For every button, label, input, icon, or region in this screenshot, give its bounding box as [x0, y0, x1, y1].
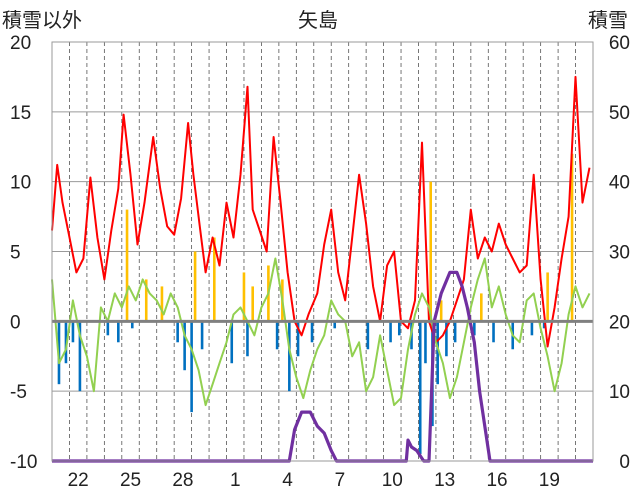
blue-bar: [106, 321, 110, 336]
x-tick-label: 16: [486, 470, 507, 491]
x-tick-label: 7: [335, 470, 346, 491]
right-axis-label: 積雪: [588, 8, 628, 32]
plot-border: [51, 41, 594, 462]
blue-bar: [389, 321, 392, 343]
orange-bar: [193, 251, 197, 322]
blue-bar: [296, 321, 300, 357]
orange-bar: [546, 272, 549, 322]
purple-series-line: [52, 270, 593, 463]
blue-bar: [78, 321, 82, 392]
blue-bar: [200, 321, 204, 350]
left-tick-label: 10: [10, 173, 31, 194]
orange-bar: [251, 286, 254, 322]
blue-bar: [542, 321, 546, 329]
x-tick-label: 1: [230, 470, 241, 491]
left-tick-label: 20: [10, 33, 31, 54]
blue-bar: [190, 321, 193, 413]
blue-bar: [492, 321, 495, 343]
chart-title: 矢島: [298, 8, 338, 32]
blue-bar: [183, 321, 186, 371]
blue-bar: [71, 321, 75, 343]
orange-bar: [480, 293, 483, 322]
right-tick-label: 50: [609, 103, 630, 124]
plot-frame: [51, 41, 594, 462]
blue-bar: [397, 321, 401, 336]
right-tick-label: 0: [619, 452, 630, 473]
blue-bar: [418, 321, 422, 455]
blue-bar: [176, 321, 179, 343]
left-tick-label: 15: [10, 103, 31, 124]
left-axis: 20 15 10 5 0 -5 -10: [10, 33, 37, 473]
blue-bar: [64, 321, 68, 364]
orange-bar: [570, 153, 574, 322]
blue-bar: [288, 321, 291, 392]
line-series: [51, 75, 593, 463]
right-tick-label: 60: [609, 33, 630, 54]
blue-bar: [445, 321, 448, 357]
blue-bar: [473, 321, 476, 336]
x-tick-label: 22: [68, 470, 89, 491]
orange-bar: [160, 286, 164, 322]
blue-bar: [366, 321, 370, 350]
orange-bar: [144, 279, 148, 322]
blue-bar: [453, 321, 457, 343]
blue-bar: [275, 321, 279, 350]
blue-bar: [333, 321, 337, 329]
right-tick-label: 40: [609, 173, 630, 194]
x-tick-label: 4: [282, 470, 293, 491]
blue-bar: [424, 321, 427, 364]
x-tick-label: 25: [120, 470, 141, 491]
x-tick-label: 10: [382, 470, 403, 491]
orange-bar: [242, 272, 246, 322]
green-series-line: [51, 257, 591, 407]
orange-bar: [429, 181, 432, 322]
blue-bar: [310, 321, 314, 343]
x-tick-label: 28: [172, 470, 193, 491]
right-tick-label: 10: [609, 382, 630, 403]
orange-bar: [439, 300, 443, 322]
blue-bar: [530, 321, 534, 336]
left-tick-label: -10: [10, 452, 37, 473]
blue-bar: [130, 321, 134, 329]
left-tick-label: 5: [10, 243, 21, 264]
bar-series: [57, 153, 574, 455]
blue-bar: [117, 321, 120, 343]
right-axis: 60 50 40 30 20 10 0: [609, 33, 630, 473]
blue-bar: [246, 321, 249, 357]
right-tick-label: 20: [609, 312, 630, 333]
left-tick-label: 0: [10, 312, 21, 333]
x-tick-label: 13: [434, 470, 455, 491]
x-tick-label: 19: [539, 470, 560, 491]
orange-bar: [125, 209, 129, 322]
blue-bar: [230, 321, 234, 364]
left-tick-label: -5: [10, 382, 27, 403]
left-axis-label: 積雪以外: [2, 8, 82, 32]
red-series-line: [51, 75, 591, 348]
orange-bar: [213, 237, 216, 322]
right-tick-label: 30: [609, 243, 630, 264]
x-axis: 22 25 28 1 4 7 10 13 16 19: [68, 470, 560, 491]
blue-bar: [436, 321, 439, 385]
